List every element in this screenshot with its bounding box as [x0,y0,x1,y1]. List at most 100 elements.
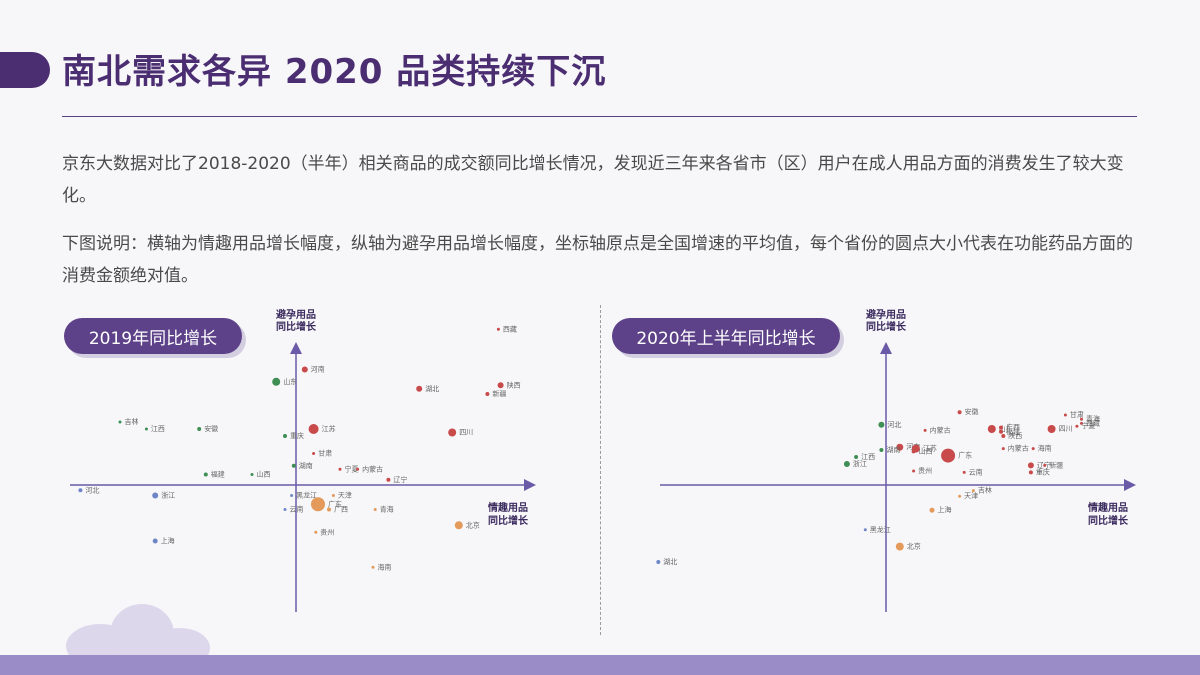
data-point [301,366,308,373]
data-point [331,494,335,497]
data-label: 河南 [311,365,325,374]
data-label: 重庆 [290,431,304,440]
data-point [895,542,904,551]
data-label: 浙江 [853,459,867,468]
data-point [854,455,859,459]
data-point [1047,425,1056,433]
data-label: 河北 [887,421,901,429]
data-label: 云南 [290,505,304,514]
data-label: 四川 [459,429,473,437]
data-point [878,421,885,428]
data-point [311,497,325,512]
data-point [497,382,504,389]
data-label: 青海 [380,505,394,514]
y-axis-label: 同比增长 [276,320,317,333]
data-point [118,420,122,424]
data-point [1001,447,1005,451]
y-axis-label: 避孕用品 [865,308,906,321]
data-point [1043,463,1047,467]
data-point [912,469,916,473]
data-point [197,427,202,431]
data-label: 广西 [334,505,348,514]
data-label: 广东 [958,451,972,460]
data-point [1080,421,1083,425]
data-label: 海南 [378,562,392,571]
data-label: 海南 [1038,444,1052,453]
data-point [356,467,360,471]
data-label: 上海 [161,536,175,545]
data-label: 天津 [964,492,978,500]
data-point [863,528,867,532]
data-label: 山东 [283,377,297,386]
data-label: 宁夏 [345,464,359,473]
x-axis-label: 情趣用品 [488,501,528,514]
data-label: 浙江 [161,491,175,500]
data-point [971,489,975,493]
data-point [250,473,254,476]
data-label: 山西 [919,446,933,455]
data-label: 安徽 [965,407,979,416]
data-point [958,494,962,498]
data-point [941,448,956,463]
data-label: 山东 [999,424,1013,433]
data-label: 福建 [1006,427,1020,436]
data-point [373,508,377,511]
data-point [896,443,904,451]
data-label: 内蒙古 [362,464,383,473]
data-point [371,565,375,569]
data-point [448,428,457,437]
data-label: 云南 [969,467,983,476]
data-label: 黑龙江 [296,491,317,500]
intro-paragraph: 京东大数据对比了2018-2020（半年）相关商品的成交额同比增长情况，发现近三… [62,154,1124,206]
y-axis-label: 同比增长 [866,320,907,333]
data-point [386,477,391,482]
data-label: 甘肃 [318,449,332,458]
data-label: 福建 [211,470,225,479]
data-label: 广东 [328,499,342,508]
data-label: 内蒙古 [1008,444,1029,453]
data-label: 贵州 [918,466,932,475]
data-point [291,463,296,468]
data-label: 江西 [861,453,875,461]
x-axis-label: 同比增长 [488,514,529,527]
data-point [923,428,927,432]
data-point [656,560,661,564]
data-label: 北京 [466,520,480,529]
data-point [911,449,916,454]
data-label: 甘肃 [1070,410,1084,419]
data-label: 湖南 [299,461,313,470]
data-point [416,385,423,392]
data-point [879,448,884,452]
data-label: 重庆 [1036,467,1050,476]
data-label: 新疆 [492,389,506,398]
x-axis-label: 情趣用品 [1088,501,1128,514]
data-point [999,429,1003,434]
data-label: 河北 [85,486,99,494]
data-label: 黑龙江 [870,525,891,534]
data-point [152,538,158,544]
data-label: 内蒙古 [930,425,951,434]
data-point [1080,417,1083,421]
data-point [327,507,331,512]
data-point [485,392,490,396]
data-label: 宁夏 [1081,421,1095,430]
data-label: 江苏 [322,424,336,433]
data-point [987,425,996,433]
data-label: 陕西 [1008,431,1022,440]
data-label: 贵州 [320,527,334,536]
data-point [283,508,287,511]
data-point [929,507,935,513]
page-title: 南北需求各异 2020 品类持续下沉 [62,52,607,92]
chart-divider [600,305,601,635]
data-label: 湖南 [886,445,900,454]
data-point [1028,470,1033,475]
data-point [152,492,159,499]
data-label: 吉林 [125,417,139,426]
data-label: 湖北 [663,557,677,566]
chart-title-2019: 2019年同比增长 [64,318,242,354]
data-point [957,410,962,415]
data-point [272,377,281,386]
data-label: 湖北 [425,384,439,393]
